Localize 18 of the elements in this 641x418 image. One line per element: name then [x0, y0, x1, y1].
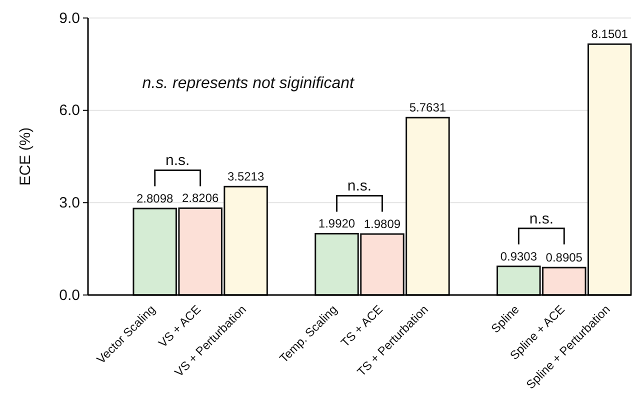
annotation: n.s. represents not siginificant	[142, 75, 355, 92]
y-axis-title: ECE (%)	[17, 127, 34, 186]
y-tick-label: 3.0	[59, 194, 80, 212]
data-label: 3.5213	[227, 170, 264, 184]
annotation: n.s.	[347, 178, 372, 195]
data-label: 0.8905	[546, 250, 583, 265]
annotation: n.s.	[165, 152, 190, 170]
data-label: 1.9920	[318, 216, 356, 231]
y-tick-label: 0.0	[59, 286, 80, 304]
annotation: n.s.	[529, 210, 554, 228]
data-label: 8.1501	[591, 27, 628, 42]
data-label: 2.8206	[182, 191, 220, 206]
y-tick-label: 9.0	[59, 10, 80, 27]
data-label: 5.7631	[409, 100, 446, 115]
y-tick-label: 6.0	[59, 102, 80, 120]
data-label: 2.8098	[136, 192, 174, 206]
data-label: 0.9303	[500, 249, 538, 264]
data-label: 1.9809	[364, 217, 401, 232]
